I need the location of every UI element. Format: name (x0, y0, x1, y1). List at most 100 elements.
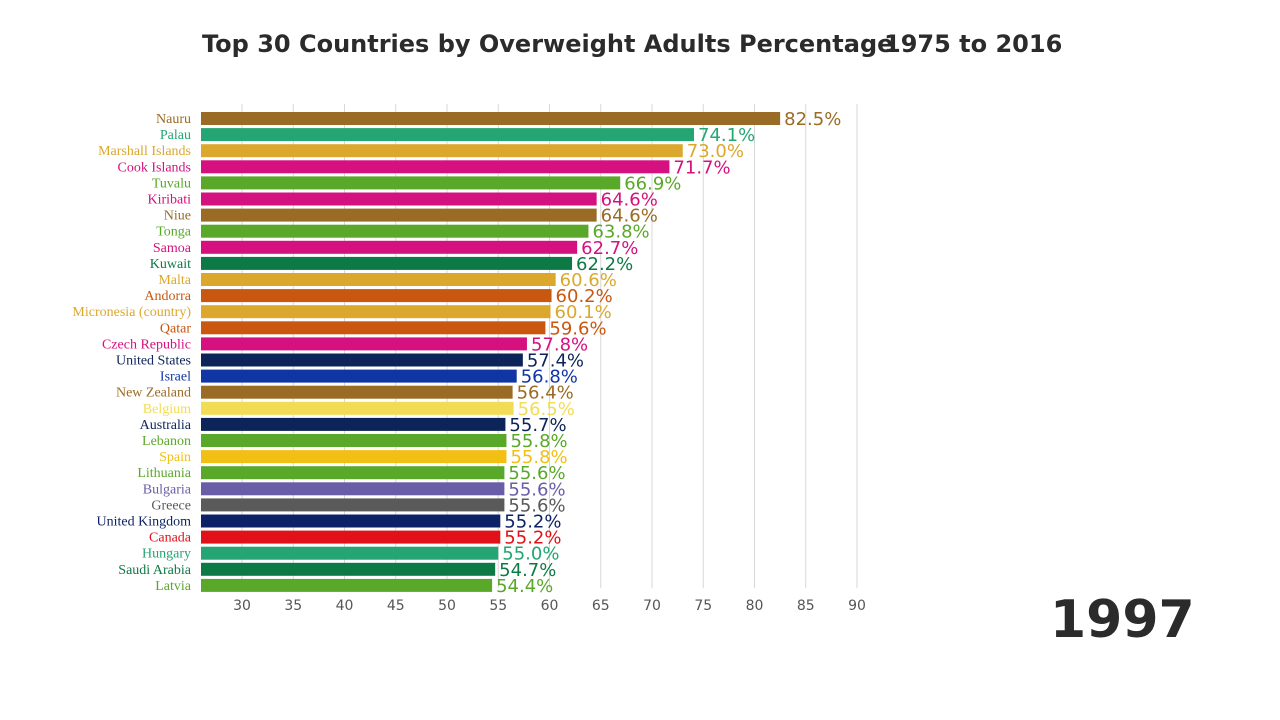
bar-saudi-arabia (201, 562, 496, 576)
category-label: Belgium (143, 402, 191, 417)
value-label: 74.1% (698, 125, 755, 146)
bar-kuwait (201, 256, 573, 270)
value-label: 55.0% (502, 544, 559, 565)
x-tick-label-55: 55 (489, 598, 507, 614)
value-label: 71.7% (673, 157, 730, 178)
bar-nauru (201, 112, 781, 125)
x-tick-label-30: 30 (233, 598, 251, 614)
value-label: 59.6% (549, 318, 606, 339)
category-label: Niue (164, 209, 191, 224)
x-tick-label-85: 85 (797, 598, 815, 614)
x-tick-label-75: 75 (694, 598, 712, 614)
bar-andorra (201, 289, 552, 303)
bar-canada (201, 530, 501, 544)
category-label: United Kingdom (97, 515, 192, 530)
bar-micronesia-country- (201, 305, 551, 319)
value-label: 56.5% (518, 399, 575, 420)
x-tick-label-70: 70 (643, 598, 661, 614)
value-label: 56.8% (521, 367, 578, 388)
value-label: 64.6% (601, 190, 658, 211)
bar-qatar (201, 321, 546, 335)
bar-niue (201, 208, 597, 222)
category-label: Israel (160, 370, 191, 385)
category-label: Czech Republic (102, 337, 191, 352)
value-label: 62.2% (576, 254, 633, 275)
value-label: 60.2% (556, 286, 613, 307)
value-label: 55.8% (510, 447, 567, 468)
value-label: 57.8% (531, 334, 588, 355)
category-label: Australia (140, 418, 192, 433)
value-label: 55.6% (508, 495, 565, 516)
bar-czech-republic (201, 337, 527, 351)
bar-united-states (201, 353, 523, 367)
x-tick-label-35: 35 (284, 598, 302, 614)
bar-samoa (201, 240, 578, 254)
value-label: 82.5% (784, 109, 841, 130)
category-label: New Zealand (116, 386, 191, 401)
category-label: Latvia (155, 579, 192, 594)
bar-hungary (201, 546, 499, 560)
bar-tuvalu (201, 176, 621, 190)
bar-latvia (201, 578, 493, 592)
category-label: Kuwait (150, 257, 191, 272)
bars (201, 112, 781, 592)
x-tick-label-90: 90 (848, 598, 866, 614)
value-label: 63.8% (592, 222, 649, 243)
category-label: Spain (159, 450, 191, 465)
category-label: Andorra (144, 289, 191, 304)
bar-belgium (201, 401, 514, 415)
value-label: 55.8% (510, 431, 567, 452)
category-label: Kiribati (147, 193, 191, 208)
bar-cook-islands (201, 160, 670, 174)
bar-united-kingdom (201, 514, 501, 528)
category-label: Palau (160, 128, 191, 143)
bar-new-zealand (201, 385, 513, 399)
x-tick-label-80: 80 (746, 598, 764, 614)
category-label: Cook Islands (118, 160, 192, 175)
value-label: 64.6% (601, 206, 658, 227)
value-label: 57.4% (527, 351, 584, 372)
category-label: Canada (149, 531, 192, 546)
category-label: Nauru (156, 112, 191, 127)
x-axis-ticks: 30 35 40 45 50 55 60 65 70 75 80 85 90 (233, 598, 866, 614)
value-label: 73.0% (687, 141, 744, 162)
category-label: Marshall Islands (98, 144, 191, 159)
x-tick-label-40: 40 (336, 598, 354, 614)
value-label: 60.6% (560, 270, 617, 291)
value-label: 54.4% (496, 576, 553, 597)
value-label: 55.7% (509, 415, 566, 436)
category-label: Lebanon (142, 434, 191, 449)
value-label: 55.6% (508, 463, 565, 484)
value-label: 62.7% (581, 238, 638, 259)
category-label: Tonga (156, 225, 192, 240)
value-label: 55.2% (504, 512, 561, 533)
bar-malta (201, 273, 556, 286)
value-label: 60.1% (555, 302, 612, 323)
value-label: 66.9% (624, 173, 681, 194)
bar-bulgaria (201, 482, 505, 496)
category-label: Greece (151, 498, 191, 513)
category-label: Saudi Arabia (118, 563, 191, 578)
value-label: 56.4% (517, 383, 574, 404)
category-label: Hungary (142, 547, 191, 562)
chart-subtitle: 1975 to 2016 (884, 30, 1063, 58)
chart-title: Top 30 Countries by Overweight Adults Pe… (202, 30, 894, 58)
bar-israel (201, 369, 517, 383)
category-label: Lithuania (137, 466, 191, 481)
bar-palau (201, 128, 695, 142)
year-label: 1997 (1050, 590, 1195, 650)
value-label: 55.2% (504, 528, 561, 549)
category-label: Qatar (160, 321, 191, 336)
bar-lithuania (201, 466, 505, 480)
value-labels: 82.5%74.1%73.0%71.7%66.9%64.6%64.6%63.8%… (496, 109, 841, 597)
bar-greece (201, 498, 505, 512)
value-label: 54.7% (499, 560, 556, 581)
category-label: Bulgaria (143, 482, 192, 497)
bar-lebanon (201, 434, 507, 447)
value-label: 55.6% (508, 479, 565, 500)
category-label: Tuvalu (152, 176, 191, 191)
category-label: United States (116, 354, 191, 369)
x-tick-label-50: 50 (438, 598, 456, 614)
